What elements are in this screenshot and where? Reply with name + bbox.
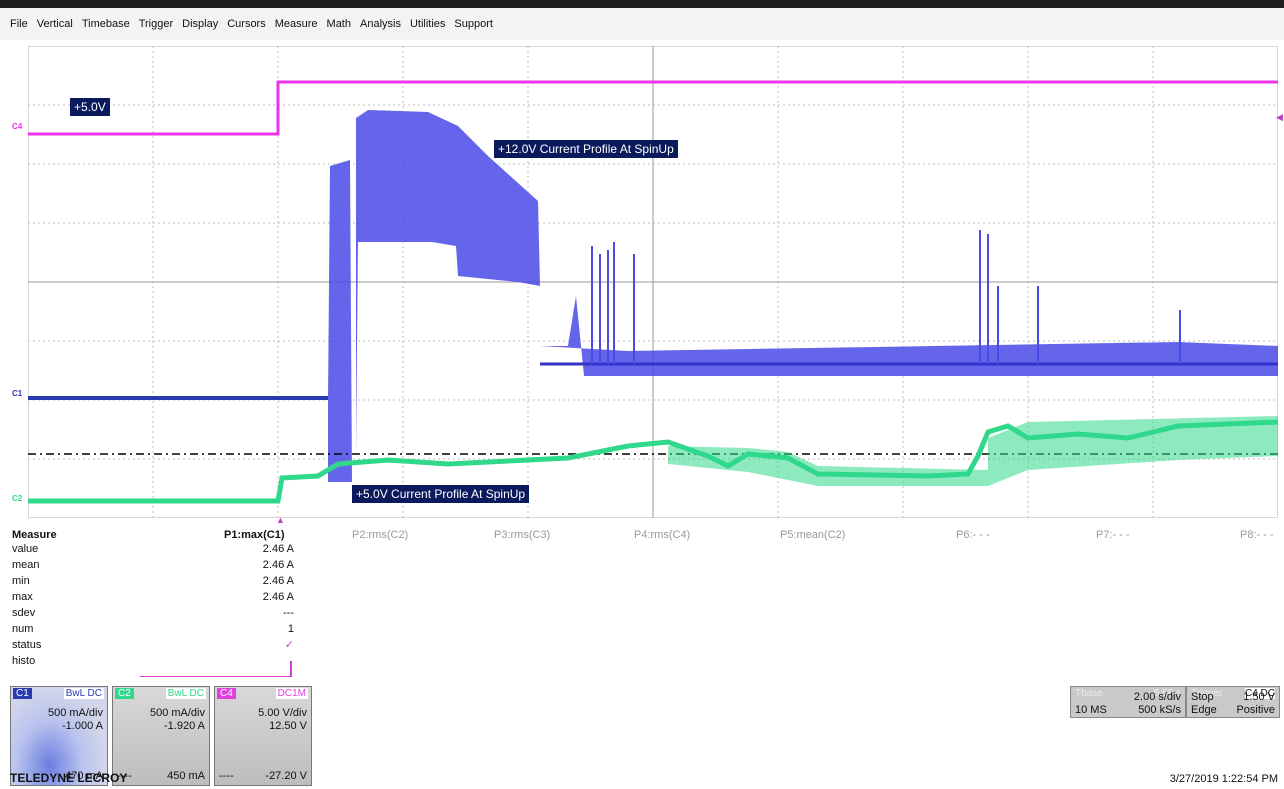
trigger-level: 1.50 V bbox=[1243, 691, 1275, 703]
measure-param-p4[interactable]: P4:rms(C4) bbox=[634, 529, 691, 541]
timebase-descriptor[interactable]: Tbase 5.56 s 10 MS 2.00 s/div 500 kS/s bbox=[1070, 686, 1186, 718]
measure-param-p8[interactable]: P8:- - - bbox=[1240, 529, 1274, 541]
channel-coupling: BwL DC bbox=[165, 688, 206, 699]
trigger-level-icon: ◀ bbox=[1276, 112, 1283, 122]
measure-row-label: max bbox=[12, 591, 33, 603]
descriptor-c4[interactable]: C4 DC1M 5.00 V/div 12.50 V ---- -27.20 V bbox=[214, 686, 312, 786]
channel-bottom-value: 470 mA bbox=[65, 770, 103, 782]
channel-tag: C4 bbox=[217, 688, 236, 699]
measure-row-value: ✓ bbox=[284, 639, 294, 651]
menu-item-utilities[interactable]: Utilities bbox=[409, 18, 446, 30]
menu-item-vertical[interactable]: Vertical bbox=[36, 18, 73, 30]
menu-item-display[interactable]: Display bbox=[182, 18, 219, 30]
channel-scale: 500 mA/div bbox=[47, 707, 103, 719]
timebase-scale: 2.00 s/div bbox=[1133, 691, 1181, 703]
descriptor-c1[interactable]: C1 BwL DC 500 mA/div -1.000 A 470 mA bbox=[10, 686, 108, 786]
c4-trace bbox=[28, 80, 1278, 136]
channel-scale: 500 mA/div bbox=[149, 707, 205, 719]
channel-offset: -1.920 A bbox=[164, 720, 205, 732]
measure-row-label: min bbox=[12, 575, 30, 587]
measure-row-label: status bbox=[12, 639, 42, 651]
measure-row-label: value bbox=[12, 543, 39, 555]
trigger-title: Trigger bbox=[1191, 688, 1223, 699]
menu-item-measure[interactable]: Measure bbox=[274, 18, 318, 30]
menu-item-math[interactable]: Math bbox=[326, 18, 351, 30]
c2-noise-band bbox=[668, 416, 1278, 486]
timebase-samples: 10 MS bbox=[1075, 704, 1107, 716]
channel-offset: 12.50 V bbox=[269, 720, 307, 732]
measure-param-p5[interactable]: P5:mean(C2) bbox=[780, 529, 846, 541]
measure-row-value: 2.46 A bbox=[262, 543, 294, 555]
channel-coupling: BwL DC bbox=[63, 688, 104, 699]
menu-item-analysis[interactable]: Analysis bbox=[360, 18, 401, 30]
measure-row-value: --- bbox=[283, 607, 294, 619]
measure-param-p1[interactable]: P1:max(C1) bbox=[224, 529, 285, 541]
channel-dash: ---- bbox=[219, 770, 234, 782]
channel-tag: C2 bbox=[115, 688, 134, 699]
menu-item-file[interactable]: File bbox=[10, 18, 28, 30]
channel-offset: -1.000 A bbox=[62, 720, 103, 732]
histo-bar bbox=[290, 661, 292, 677]
menu-item-trigger[interactable]: Trigger bbox=[138, 18, 174, 30]
measure-param-p6[interactable]: P6:- - - bbox=[956, 529, 990, 541]
c1-spinup-envelope bbox=[356, 110, 540, 456]
c4-voltage-label: +5.0V bbox=[70, 98, 110, 116]
trigger-type: Edge bbox=[1191, 704, 1217, 716]
menu-item-cursors[interactable]: Cursors bbox=[227, 18, 266, 30]
histo-line bbox=[140, 676, 292, 677]
trigger-slope: Positive bbox=[1236, 704, 1275, 716]
timestamp: 3/27/2019 1:22:54 PM bbox=[1169, 773, 1278, 785]
c4-marker[interactable]: C4 bbox=[12, 122, 23, 131]
channel-scale: 5.00 V/div bbox=[258, 707, 307, 719]
measure-row-label: sdev bbox=[12, 607, 36, 619]
menu-bar: File Vertical Timebase Trigger Display Cursor… bbox=[0, 0, 1284, 40]
trigger-descriptor[interactable]: Trigger C4 DC Stop 1.50 V Edge Positive bbox=[1186, 686, 1280, 718]
timebase-rate: 500 kS/s bbox=[1138, 704, 1181, 716]
measure-param-p3[interactable]: P3:rms(C3) bbox=[494, 529, 551, 541]
measure-row-label: mean bbox=[12, 559, 40, 571]
c1-profile-label: +12.0V Current Profile At SpinUp bbox=[494, 140, 678, 158]
channel-bottom-value: -27.20 V bbox=[265, 770, 307, 782]
measure-row-value: 2.46 A bbox=[262, 559, 294, 571]
measure-row-label: histo bbox=[12, 655, 36, 667]
brand-logo: TELEDYNE LECROY bbox=[10, 771, 128, 785]
c1-steady-state bbox=[540, 296, 1278, 376]
channel-coupling: DC1M bbox=[275, 688, 308, 699]
trigger-position-icon: ▲ bbox=[276, 515, 285, 525]
measure-row-value: 2.46 A bbox=[262, 591, 294, 603]
channel-tag: C1 bbox=[13, 688, 32, 699]
waveform-display bbox=[28, 46, 1278, 518]
menu-item-timebase[interactable]: Timebase bbox=[81, 18, 130, 30]
c2-profile-label: +5.0V Current Profile At SpinUp bbox=[352, 485, 530, 503]
c1-inrush-pulse bbox=[328, 160, 352, 482]
trigger-mode: Stop bbox=[1191, 691, 1214, 703]
measure-header: Measure bbox=[12, 529, 57, 541]
timebase-delay: 5.56 s bbox=[1153, 688, 1181, 699]
trigger-source: C4 DC bbox=[1244, 688, 1275, 699]
channel-dash: ---- bbox=[117, 770, 132, 782]
c2-marker[interactable]: C2 bbox=[12, 494, 23, 503]
measure-row-value: 1 bbox=[287, 623, 294, 635]
menu-item-support[interactable]: Support bbox=[454, 18, 493, 30]
descriptor-c2[interactable]: C2 BwL DC 500 mA/div -1.920 A ---- 450 mA bbox=[112, 686, 210, 786]
c1-marker[interactable]: C1 bbox=[12, 389, 23, 398]
measure-row-value: 2.46 A bbox=[262, 575, 294, 587]
measure-param-p7[interactable]: P7:- - - bbox=[1096, 529, 1130, 541]
timebase-title: Tbase bbox=[1075, 688, 1103, 699]
measure-row-label: num bbox=[12, 623, 34, 635]
channel-bottom-value: 450 mA bbox=[167, 770, 205, 782]
measure-param-p2[interactable]: P2:rms(C2) bbox=[352, 529, 409, 541]
